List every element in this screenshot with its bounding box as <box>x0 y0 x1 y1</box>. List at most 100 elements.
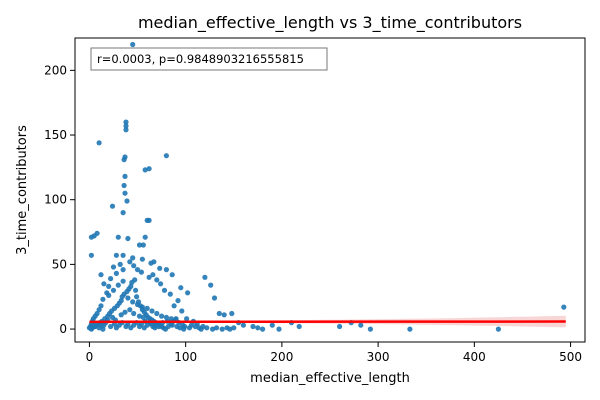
data-point <box>88 234 94 240</box>
data-point <box>168 316 174 322</box>
data-point <box>171 303 177 309</box>
data-point <box>98 322 104 328</box>
y-tick-label: 150 <box>44 128 67 142</box>
data-point <box>120 252 126 258</box>
x-tick-label: 400 <box>463 350 486 364</box>
data-point <box>221 312 227 318</box>
data-point <box>149 308 155 314</box>
data-point <box>121 157 127 163</box>
data-point <box>127 259 133 265</box>
y-tick-label: 100 <box>44 193 67 207</box>
data-point <box>154 310 160 317</box>
annotation-frame <box>90 47 328 71</box>
data-point <box>139 304 145 310</box>
data-point <box>125 235 131 242</box>
data-point <box>108 276 114 282</box>
annotation-text: r=0.0003, p=0.9848903216555815 <box>97 52 304 66</box>
data-point <box>179 308 185 314</box>
data-point <box>146 274 152 280</box>
data-point <box>120 278 126 284</box>
data-point <box>144 217 150 223</box>
data-point <box>128 283 134 289</box>
data-point <box>134 294 140 300</box>
data-point <box>98 272 104 278</box>
data-point <box>269 322 275 328</box>
data-point <box>122 190 128 196</box>
data-point <box>133 287 139 293</box>
data-point <box>229 310 235 317</box>
data-point <box>184 316 190 322</box>
data-point <box>240 322 246 328</box>
data-point <box>198 326 204 332</box>
data-point <box>96 140 102 146</box>
data-point <box>127 307 133 313</box>
data-point <box>130 255 136 261</box>
data-point <box>88 252 94 258</box>
data-point <box>255 325 261 331</box>
data-point <box>213 325 220 331</box>
data-point <box>216 310 222 317</box>
data-point <box>122 309 128 315</box>
data-point <box>337 323 343 330</box>
data-point <box>178 285 184 291</box>
data-point <box>130 299 136 305</box>
y-tick-label: 0 <box>59 322 67 336</box>
data-point <box>157 265 163 271</box>
data-point <box>90 322 96 328</box>
data-point <box>227 326 233 332</box>
plot-frame <box>74 37 586 343</box>
data-point <box>250 323 256 330</box>
data-point <box>140 314 146 320</box>
data-point <box>110 287 117 293</box>
data-point <box>211 295 218 301</box>
data-point <box>161 287 168 293</box>
data-point <box>117 261 123 267</box>
data-point <box>123 127 129 133</box>
data-point <box>144 305 150 311</box>
data-point <box>88 326 94 332</box>
data-point <box>125 295 131 301</box>
data-point <box>159 313 165 319</box>
data-point <box>118 312 124 318</box>
data-point <box>169 322 175 328</box>
data-point <box>120 267 126 273</box>
data-point <box>158 281 164 287</box>
data-point <box>296 323 302 330</box>
y-tick-label: 50 <box>52 257 67 271</box>
data-point <box>260 326 266 332</box>
data-point <box>276 326 282 332</box>
data-point <box>106 292 112 298</box>
data-point <box>163 153 169 159</box>
data-point <box>169 272 175 278</box>
data-point <box>115 234 121 240</box>
data-point <box>163 267 169 273</box>
data-point <box>146 166 152 172</box>
data-point <box>358 322 364 328</box>
data-point <box>231 325 237 331</box>
data-point <box>163 314 169 320</box>
data-point <box>138 269 144 275</box>
data-point <box>139 256 145 262</box>
data-point <box>219 326 225 332</box>
data-point <box>185 290 191 296</box>
data-point <box>150 272 156 278</box>
x-tick-label: 200 <box>270 350 293 364</box>
data-point <box>130 41 136 48</box>
data-point <box>94 230 100 236</box>
data-point <box>120 210 126 216</box>
data-point <box>110 264 117 270</box>
data-point <box>123 119 129 125</box>
data-point <box>123 123 129 129</box>
data-point <box>367 326 373 332</box>
data-point <box>407 326 413 332</box>
data-point <box>561 304 567 310</box>
x-axis-label: median_effective_length <box>250 371 410 386</box>
data-point <box>113 270 119 276</box>
data-point <box>142 234 148 240</box>
data-point <box>154 277 160 283</box>
data-point <box>181 326 187 332</box>
data-point <box>115 282 121 288</box>
data-point <box>202 274 208 280</box>
data-point <box>124 198 130 204</box>
data-point <box>134 301 141 308</box>
